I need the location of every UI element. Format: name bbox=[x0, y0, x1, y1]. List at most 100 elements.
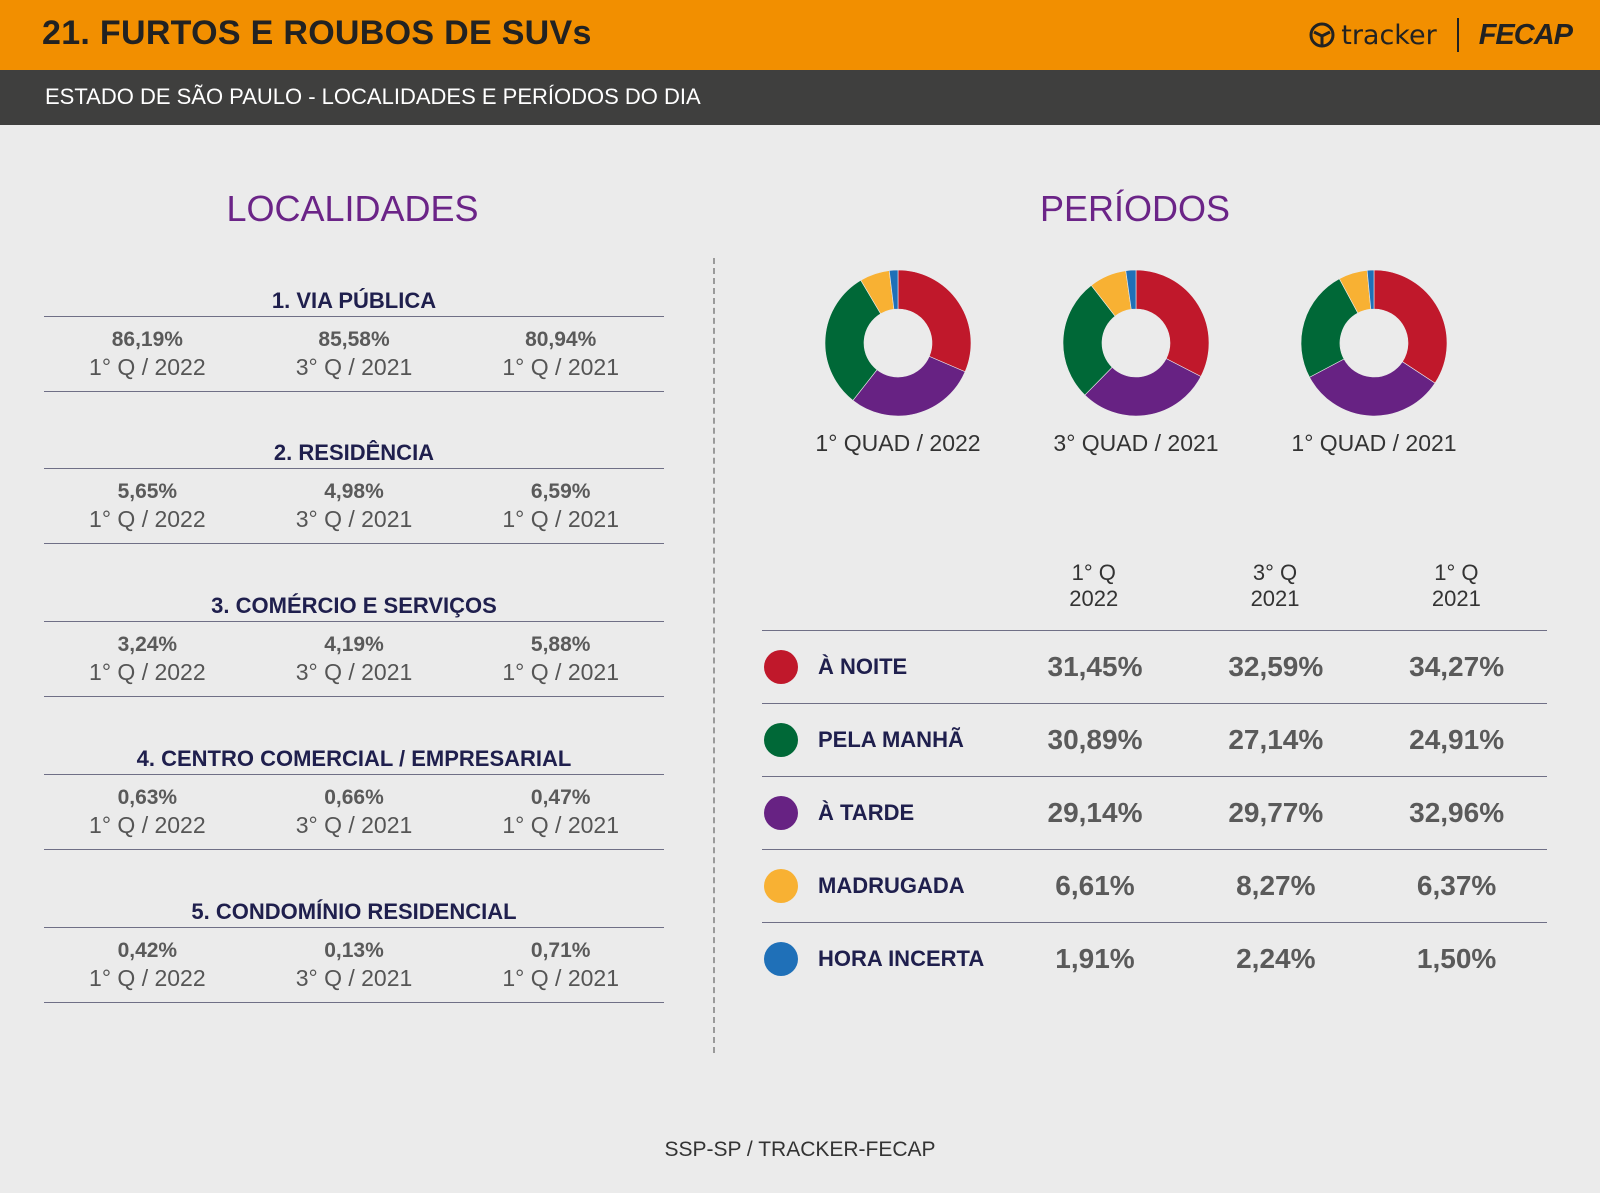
localidade-period: 3° Q / 2021 bbox=[295, 354, 413, 380]
period-value: 8,27% bbox=[1236, 870, 1316, 901]
donut-slice bbox=[1366, 269, 1375, 310]
donut-slice bbox=[897, 269, 972, 373]
localidade-value: 0,42% bbox=[117, 939, 178, 962]
donut-svg bbox=[1300, 269, 1448, 417]
legend-dot bbox=[764, 723, 798, 757]
period-value: 29,77% bbox=[1228, 797, 1324, 828]
period-value: 6,61% bbox=[1055, 870, 1135, 901]
tracker-logo-text: tracker bbox=[1341, 19, 1437, 51]
localidade-cell: 0,42% 1° Q / 2022 bbox=[44, 938, 251, 992]
localidade-cell: 3,24% 1° Q / 2022 bbox=[44, 632, 251, 686]
localidade-cell: 6,59% 1° Q / 2021 bbox=[457, 479, 664, 533]
rule bbox=[44, 927, 664, 928]
localidade-values: 86,19% 1° Q / 2022 85,58% 3° Q / 2021 80,94%… bbox=[44, 317, 664, 391]
rule bbox=[44, 621, 664, 622]
donut-label: 1° QUAD / 2021 bbox=[1291, 430, 1457, 456]
localidade-title: 5. CONDOMÍNIO RESIDENCIAL bbox=[191, 899, 517, 924]
periodos-table-body: À NOITE 31,45% 32,59% 34,27% PELA MANHÃ 30,89… bbox=[762, 630, 1547, 995]
localidade-block: 1. VIA PÚBLICA 86,19% 1° Q / 2022 85,58% 3° … bbox=[44, 286, 664, 392]
donut-chart: 1° QUAD / 2021 bbox=[1274, 268, 1474, 457]
rule bbox=[44, 696, 664, 697]
localidade-period: 1° Q / 2021 bbox=[502, 812, 619, 838]
logo-divider bbox=[1456, 18, 1459, 52]
donut-chart: 1° QUAD / 2022 bbox=[798, 268, 998, 457]
legend-dot bbox=[764, 796, 798, 830]
period-name: PELA MANHÃ bbox=[818, 727, 964, 752]
localidade-value: 0,47% bbox=[530, 786, 591, 809]
fecap-logo: FECAP bbox=[1478, 18, 1573, 51]
localidade-period: 1° Q / 2022 bbox=[89, 659, 206, 685]
localidade-value: 4,98% bbox=[324, 480, 384, 503]
localidade-period: 1° Q / 2021 bbox=[502, 506, 619, 532]
localidade-value: 80,94% bbox=[525, 328, 597, 351]
tracker-emblem-icon bbox=[1309, 22, 1335, 48]
localidade-value: 6,59% bbox=[530, 480, 591, 503]
period-value: 2,24% bbox=[1236, 943, 1316, 974]
donut-svg bbox=[824, 269, 972, 417]
localidade-values: 0,42% 1° Q / 2022 0,13% 3° Q / 2021 0,71% 1° … bbox=[44, 928, 664, 1002]
column-header: 1° Q 2021 bbox=[1431, 560, 1481, 611]
donut-slice bbox=[1135, 269, 1210, 377]
header-bar: 21. FURTOS E ROUBOS DE SUVs tracker FECA… bbox=[0, 0, 1600, 70]
rule bbox=[44, 468, 664, 469]
localidade-value: 0,13% bbox=[324, 939, 384, 962]
localidade-period: 3° Q / 2021 bbox=[295, 965, 413, 991]
localidade-values: 0,63% 1° Q / 2022 0,66% 3° Q / 2021 0,47% 1° … bbox=[44, 775, 664, 849]
rule bbox=[44, 316, 664, 317]
localidade-value: 5,88% bbox=[530, 633, 591, 656]
localidade-cell: 0,71% 1° Q / 2021 bbox=[457, 938, 664, 992]
localidade-title: 2. RESIDÊNCIA bbox=[273, 440, 435, 465]
period-name: MADRUGADA bbox=[818, 873, 965, 898]
localidade-cell: 0,13% 3° Q / 2021 bbox=[251, 938, 458, 992]
legend-dot bbox=[764, 650, 798, 684]
localidade-block: 4. CENTRO COMERCIAL / EMPRESARIAL 0,63% 1°… bbox=[44, 744, 664, 850]
localidade-period: 1° Q / 2022 bbox=[89, 965, 206, 991]
periodos-row: À NOITE 31,45% 32,59% 34,27% bbox=[762, 630, 1547, 703]
localidade-block: 3. COMÉRCIO E SERVIÇOS 3,24% 1° Q / 2022 4,… bbox=[44, 591, 664, 697]
period-value: 34,27% bbox=[1409, 651, 1505, 682]
localidade-period: 1° Q / 2022 bbox=[89, 506, 206, 532]
localidade-period: 3° Q / 2021 bbox=[295, 659, 413, 685]
rule bbox=[44, 391, 664, 392]
donut-chart: 3° QUAD / 2021 bbox=[1036, 268, 1236, 457]
localidade-block: 2. RESIDÊNCIA 5,65% 1° Q / 2022 4,98% 3° Q /… bbox=[44, 438, 664, 544]
localidade-period: 3° Q / 2021 bbox=[295, 506, 413, 532]
period-value: 1,50% bbox=[1416, 943, 1497, 974]
localidade-value: 0,66% bbox=[324, 786, 384, 809]
period-name: HORA INCERTA bbox=[818, 946, 985, 971]
localidade-value: 0,71% bbox=[530, 939, 591, 962]
localidade-title: 4. CENTRO COMERCIAL / EMPRESARIAL bbox=[136, 746, 572, 771]
donut-slice bbox=[852, 356, 966, 417]
donut-slice bbox=[824, 279, 882, 401]
localidade-period: 1° Q / 2021 bbox=[502, 659, 619, 685]
localidade-cell: 80,94% 1° Q / 2021 bbox=[457, 327, 664, 381]
localidade-cell: 85,58% 3° Q / 2021 bbox=[251, 327, 458, 381]
period-value: 31,45% bbox=[1047, 651, 1143, 682]
rule bbox=[44, 774, 664, 775]
tracker-logo: tracker bbox=[1309, 19, 1437, 51]
localidade-value: 5,65% bbox=[117, 480, 178, 503]
donut-slice bbox=[1373, 269, 1448, 384]
localidade-cell: 0,63% 1° Q / 2022 bbox=[44, 785, 251, 839]
localidade-cell: 4,98% 3° Q / 2021 bbox=[251, 479, 458, 533]
period-value: 32,59% bbox=[1228, 651, 1324, 682]
period-name: À TARDE bbox=[818, 800, 915, 825]
periodos-table: 1° Q 2022 3° Q 2021 1° Q 2021 À NOITE 31,45%… bbox=[762, 560, 1547, 995]
subheader-bar: ESTADO DE SÃO PAULO - LOCALIDADES E PERÍ… bbox=[0, 70, 1600, 125]
period-value: 29,14% bbox=[1047, 797, 1143, 828]
rule bbox=[44, 543, 664, 544]
source-note: SSP-SP / TRACKER-FECAP bbox=[664, 1138, 936, 1161]
period-value: 27,14% bbox=[1228, 724, 1324, 755]
localidade-values: 5,65% 1° Q / 2022 4,98% 3° Q / 2021 6,59% 1° … bbox=[44, 469, 664, 543]
period-value: 32,96% bbox=[1409, 797, 1505, 828]
donut-slice bbox=[1125, 269, 1137, 310]
page-title: 21. FURTOS E ROUBOS DE SUVs bbox=[42, 14, 592, 52]
periodos-row: À TARDE 29,14% 29,77% 32,96% bbox=[762, 776, 1547, 849]
logos: tracker FECAP bbox=[1309, 14, 1573, 56]
localidade-period: 1° Q / 2021 bbox=[502, 354, 619, 380]
localidade-title: 1. VIA PÚBLICA bbox=[271, 288, 437, 313]
localidade-value: 0,63% bbox=[117, 786, 178, 809]
localidade-cell: 4,19% 3° Q / 2021 bbox=[251, 632, 458, 686]
rule bbox=[44, 849, 664, 850]
column-header: 3° Q 2021 bbox=[1250, 560, 1300, 611]
